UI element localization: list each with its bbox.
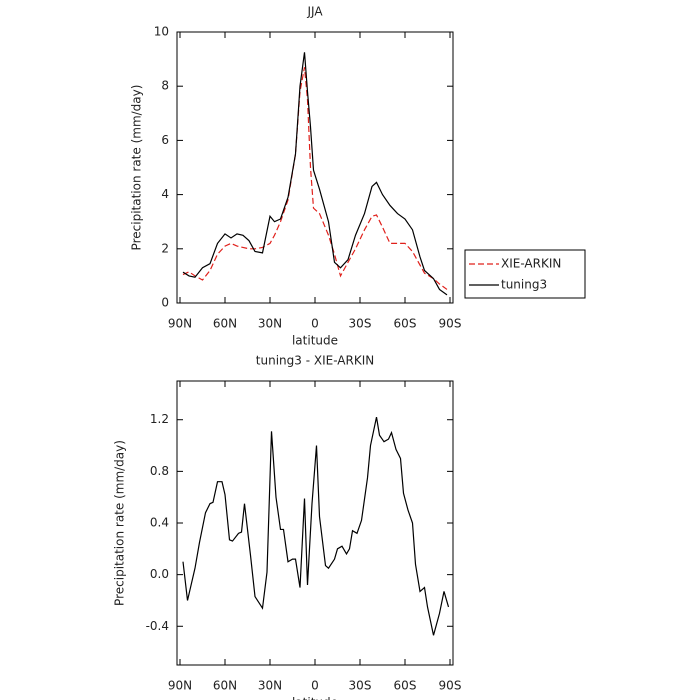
x-tick-label: 60N — [213, 679, 237, 693]
plot-frame — [176, 31, 454, 304]
y-tick-label: 0.0 — [150, 567, 169, 581]
x-axis-label: latitude — [292, 334, 338, 348]
y-tick-label: 0.8 — [150, 464, 169, 478]
x-tick-label: 30S — [349, 317, 372, 331]
y-axis-label: Precipitation rate (mm/day) — [130, 85, 144, 251]
y-tick-label: 0 — [161, 296, 169, 310]
x-axis-label: latitude — [292, 696, 338, 700]
x-tick-label: 90N — [168, 317, 192, 331]
y-tick-label: 6 — [161, 133, 169, 147]
x-tick-label: 30N — [258, 679, 282, 693]
y-tick-label: 0.4 — [150, 516, 169, 530]
data-line — [182, 417, 450, 636]
chart-title: JJA — [306, 5, 323, 19]
x-tick-label: 0 — [311, 317, 319, 331]
plot-frame — [176, 380, 454, 666]
legend-box — [464, 249, 586, 299]
data-line — [182, 52, 448, 296]
x-tick-label: 60S — [394, 679, 417, 693]
chart-title: tuning3 - XIE-ARKIN — [256, 354, 374, 368]
legend-label: XIE-ARKIN — [501, 257, 561, 271]
y-tick-label: -0.4 — [146, 619, 169, 633]
x-tick-label: 60N — [213, 317, 237, 331]
x-tick-label: 60S — [394, 317, 417, 331]
data-line — [182, 67, 448, 290]
y-tick-label: 2 — [161, 241, 169, 255]
x-tick-label: 90N — [168, 679, 192, 693]
x-tick-label: 30S — [349, 679, 372, 693]
y-axis-label: Precipitation rate (mm/day) — [113, 440, 127, 606]
y-tick-label: 4 — [161, 187, 169, 201]
x-tick-label: 90S — [439, 317, 462, 331]
x-tick-label: 0 — [311, 679, 319, 693]
x-tick-label: 30N — [258, 317, 282, 331]
y-tick-label: 10 — [154, 25, 169, 39]
legend-label: tuning3 — [501, 278, 547, 292]
x-tick-label: 90S — [439, 679, 462, 693]
y-tick-label: 1.2 — [150, 412, 169, 426]
y-tick-label: 8 — [161, 79, 169, 93]
